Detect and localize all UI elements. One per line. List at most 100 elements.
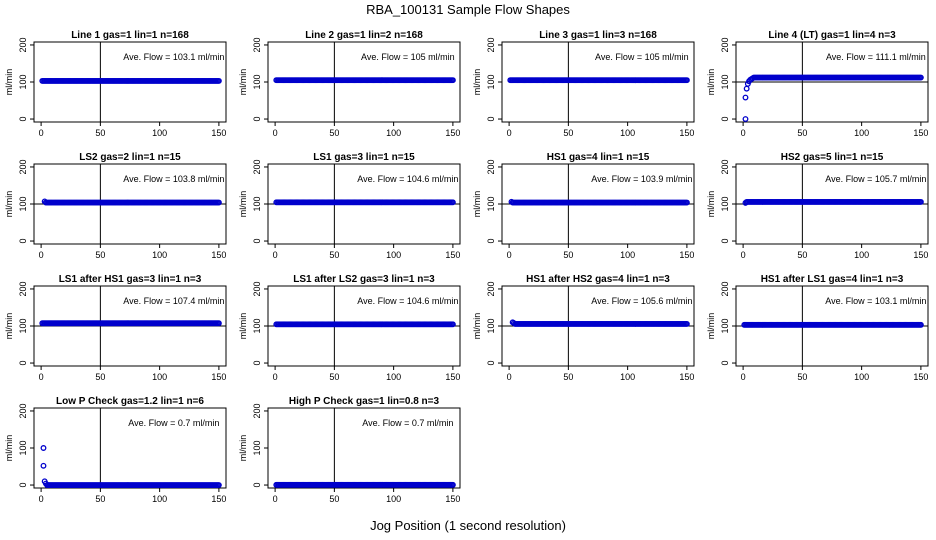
data-series <box>507 77 690 84</box>
x-tick-label: 150 <box>679 372 694 382</box>
subplot-title: LS1 gas=3 lin=1 n=15 <box>313 152 415 163</box>
subplot-14: High P Check gas=1 lin=0.8 n=3 0 50 100 150 0… <box>238 396 461 504</box>
data-series <box>40 445 222 488</box>
subplot-title: HS1 after HS2 gas=4 lin=1 n=3 <box>526 274 670 285</box>
data-point <box>683 199 690 206</box>
average-flow-annotation: Ave. Flow = 107.4 ml/min <box>123 296 224 306</box>
subplot-title: Line 3 gas=1 lin=3 n=168 <box>539 30 657 41</box>
x-tick-label: 100 <box>152 250 167 260</box>
average-flow-annotation: Ave. Flow = 0.7 ml/min <box>362 418 453 428</box>
data-series <box>742 198 924 206</box>
data-point <box>742 116 749 122</box>
average-flow-annotation: Ave. Flow = 103.9 ml/min <box>591 174 692 184</box>
y-tick-label: 100 <box>18 74 28 89</box>
subplot-7: HS1 gas=4 lin=1 n=15 0 50 100 150 0 100 200 ml/m… <box>472 152 695 260</box>
y-axis-label: ml/min <box>706 191 716 218</box>
x-tick-label: 100 <box>152 128 167 138</box>
x-tick-label: 50 <box>797 250 807 260</box>
subplot-3: Line 3 gas=1 lin=3 n=168 0 50 100 150 0 100 200… <box>472 30 695 138</box>
y-tick-label: 100 <box>18 318 28 333</box>
x-tick-label: 50 <box>563 128 573 138</box>
x-tick-label: 100 <box>620 128 635 138</box>
y-tick-label: 100 <box>252 74 262 89</box>
data-series <box>273 77 456 84</box>
data-series <box>508 198 690 206</box>
y-tick-label: 100 <box>252 440 262 455</box>
average-flow-annotation: Ave. Flow = 105.7 ml/min <box>825 174 926 184</box>
x-tick-label: 50 <box>563 372 573 382</box>
y-axis-label: ml/min <box>4 191 14 218</box>
x-tick-label: 50 <box>329 494 339 504</box>
y-tick-label: 200 <box>252 37 262 52</box>
y-tick-label: 100 <box>18 196 28 211</box>
y-tick-label: 200 <box>720 159 730 174</box>
data-series <box>39 77 222 84</box>
y-tick-label: 200 <box>252 281 262 296</box>
y-axis-label: ml/min <box>706 313 716 340</box>
subplot-8: HS2 gas=5 lin=1 n=15 0 50 100 150 0 100 200 ml/m… <box>706 152 929 260</box>
subplot-13: Low P Check gas=1.2 lin=1 n=6 0 50 100 150 0 1… <box>4 396 227 504</box>
x-tick-label: 150 <box>913 128 928 138</box>
data-point <box>742 94 749 101</box>
subplot-title: LS1 after HS1 gas=3 lin=1 n=3 <box>59 274 202 285</box>
x-tick-label: 150 <box>211 494 226 504</box>
subplot-title: HS1 gas=4 lin=1 n=15 <box>547 152 650 163</box>
x-tick-label: 100 <box>386 128 401 138</box>
x-tick-label: 100 <box>152 372 167 382</box>
x-axis-label: Jog Position (1 second resolution) <box>370 518 566 533</box>
y-tick-label: 0 <box>18 361 28 366</box>
data-point <box>449 77 456 84</box>
x-tick-label: 150 <box>211 250 226 260</box>
average-flow-annotation: Ave. Flow = 105 ml/min <box>361 52 455 62</box>
y-tick-label: 200 <box>486 159 496 174</box>
x-tick-label: 150 <box>445 494 460 504</box>
subplot-title: HS1 after LS1 gas=4 lin=1 n=3 <box>761 274 904 285</box>
data-point <box>215 199 222 206</box>
subplot-2: Line 2 gas=1 lin=2 n=168 0 50 100 150 0 100 200… <box>238 30 461 138</box>
data-series <box>39 320 222 327</box>
data-point <box>215 482 222 488</box>
y-tick-label: 100 <box>252 196 262 211</box>
y-tick-label: 0 <box>720 117 730 122</box>
data-series <box>742 74 924 122</box>
x-tick-label: 150 <box>445 372 460 382</box>
average-flow-annotation: Ave. Flow = 105.6 ml/min <box>591 296 692 306</box>
data-series <box>41 198 222 206</box>
subplot-9: LS1 after HS1 gas=3 lin=1 n=3 0 50 100 150 0 1… <box>4 274 227 382</box>
data-point <box>40 462 47 469</box>
data-point <box>917 198 924 205</box>
subplot-11: HS1 after HS2 gas=4 lin=1 n=3 0 50 100 150 0 1… <box>472 274 695 382</box>
data-point <box>449 321 456 328</box>
figure-title: RBA_100131 Sample Flow Shapes <box>366 2 570 17</box>
data-point <box>683 77 690 84</box>
x-tick-label: 100 <box>386 372 401 382</box>
x-tick-label: 100 <box>854 128 869 138</box>
y-tick-label: 0 <box>486 239 496 244</box>
y-tick-label: 100 <box>486 318 496 333</box>
y-axis-label: ml/min <box>238 191 248 218</box>
x-tick-label: 50 <box>95 250 105 260</box>
x-tick-label: 50 <box>797 372 807 382</box>
x-tick-label: 150 <box>445 128 460 138</box>
x-tick-label: 0 <box>741 128 746 138</box>
data-point <box>917 321 924 328</box>
x-tick-label: 0 <box>507 250 512 260</box>
x-tick-label: 100 <box>854 372 869 382</box>
y-axis-label: ml/min <box>472 313 482 340</box>
x-tick-label: 150 <box>913 250 928 260</box>
subplot-5: LS2 gas=2 lin=1 n=15 0 50 100 150 0 100 200 ml/m… <box>4 152 227 260</box>
y-tick-label: 200 <box>18 403 28 418</box>
average-flow-annotation: Ave. Flow = 104.6 ml/min <box>357 296 458 306</box>
x-tick-label: 100 <box>620 250 635 260</box>
x-tick-label: 150 <box>445 250 460 260</box>
data-point <box>215 320 222 327</box>
x-tick-label: 50 <box>329 372 339 382</box>
x-tick-label: 150 <box>211 372 226 382</box>
x-tick-label: 150 <box>913 372 928 382</box>
data-series <box>273 321 456 328</box>
y-axis-label: ml/min <box>472 69 482 96</box>
x-tick-label: 0 <box>741 372 746 382</box>
subplot-title: Line 2 gas=1 lin=2 n=168 <box>305 30 423 41</box>
y-tick-label: 0 <box>486 361 496 366</box>
